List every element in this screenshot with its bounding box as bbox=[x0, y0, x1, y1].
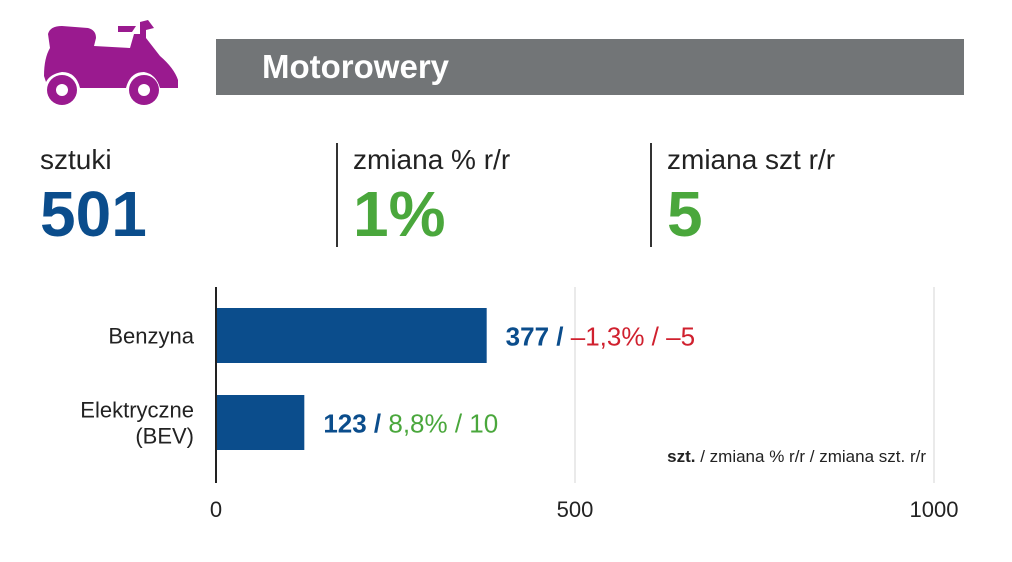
data-label-count: 377 / bbox=[506, 322, 571, 352]
x-tick-label: 500 bbox=[557, 497, 594, 522]
bar bbox=[217, 395, 305, 450]
legend-note: szt. / zmiana % r/r / zmiana szt. r/r bbox=[667, 447, 926, 466]
x-tick-label: 0 bbox=[210, 497, 222, 522]
stat-units-value: 501 bbox=[40, 178, 147, 250]
stat-divider bbox=[336, 143, 338, 247]
x-tick-label: 1000 bbox=[910, 497, 959, 522]
data-label-change: –1,3% / –5 bbox=[571, 322, 695, 352]
bar bbox=[217, 308, 487, 363]
data-label: 123 / 8,8% / 10 bbox=[323, 409, 498, 439]
stat-units: sztuki 501 bbox=[40, 143, 147, 247]
page-title: Motorowery bbox=[262, 48, 450, 85]
scooter-icon bbox=[44, 20, 178, 105]
stat-pct-change-value: 1% bbox=[353, 178, 446, 250]
stat-pct-change-label: zmiana % r/r bbox=[353, 144, 511, 175]
category-label: Elektryczne bbox=[80, 398, 194, 423]
stat-pct-change: zmiana % r/r 1% bbox=[353, 143, 510, 247]
data-label-change: 8,8% / 10 bbox=[388, 409, 498, 439]
legend-note-rest: / zmiana % r/r / zmiana szt. r/r bbox=[696, 447, 927, 466]
stat-unit-change: zmiana szt r/r 5 bbox=[667, 143, 835, 247]
data-label-count: 123 / bbox=[323, 409, 388, 439]
stat-units-label: sztuki bbox=[40, 144, 112, 175]
stat-unit-change-value: 5 bbox=[667, 178, 703, 250]
category-label: (BEV) bbox=[135, 424, 194, 449]
legend-note-unit: szt. bbox=[667, 447, 695, 466]
stat-divider bbox=[650, 143, 652, 247]
category-label: Benzyna bbox=[108, 324, 194, 349]
stat-unit-change-label: zmiana szt r/r bbox=[667, 144, 836, 175]
data-label: 377 / –1,3% / –5 bbox=[506, 322, 695, 352]
header-bar: Motorowery bbox=[216, 39, 964, 95]
